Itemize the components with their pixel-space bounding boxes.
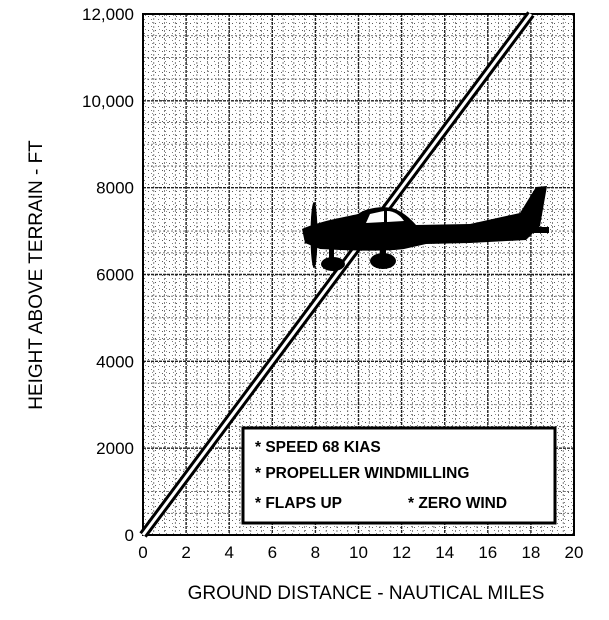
y-tick-label: 4000: [96, 352, 134, 371]
x-tick-label: 4: [224, 543, 233, 562]
y-axis-tick-labels: 0 2000 4000 6000 8000 10,000 12,000: [82, 5, 134, 545]
note-wind: * ZERO WIND: [408, 495, 507, 512]
x-tick-label: 8: [311, 543, 320, 562]
x-tick-label: 16: [478, 543, 497, 562]
x-tick-label: 18: [521, 543, 540, 562]
y-tick-label: 0: [125, 526, 134, 545]
y-axis-label: HEIGHT ABOVE TERRAIN - FT: [26, 140, 47, 410]
x-tick-label: 10: [349, 543, 368, 562]
note-propeller: * PROPELLER WINDMILLING: [255, 465, 469, 482]
y-tick-label: 12,000: [82, 5, 134, 24]
y-tick-label: 8000: [96, 179, 134, 198]
note-flaps: * FLAPS UP: [255, 495, 342, 512]
x-tick-label: 0: [138, 543, 147, 562]
y-tick-label: 10,000: [82, 92, 134, 111]
conditions-note-frame: [241, 426, 557, 525]
airplane-windows: [366, 211, 404, 223]
x-axis-tick-labels: 0 2 4 6 8 10 12 14 16 18 20: [138, 543, 583, 562]
x-tick-label: 14: [435, 543, 454, 562]
x-tick-label: 12: [392, 543, 411, 562]
airplane-silhouette: [302, 186, 549, 271]
x-axis-label: GROUND DISTANCE - NAUTICAL MILES: [188, 583, 545, 604]
x-tick-label: 6: [268, 543, 277, 562]
series-layer: [139, 11, 535, 538]
x-tick-label: 2: [181, 543, 190, 562]
x-tick-label: 20: [565, 543, 584, 562]
note-speed: * SPEED 68 KIAS: [255, 439, 381, 456]
y-tick-label: 2000: [96, 439, 134, 458]
conditions-note-box: * SPEED 68 KIAS * PROPELLER WINDMILLING …: [241, 426, 557, 525]
plot-frame: [142, 13, 575, 536]
glide-line-core: [141, 13, 533, 536]
y-tick-label: 6000: [96, 266, 134, 285]
